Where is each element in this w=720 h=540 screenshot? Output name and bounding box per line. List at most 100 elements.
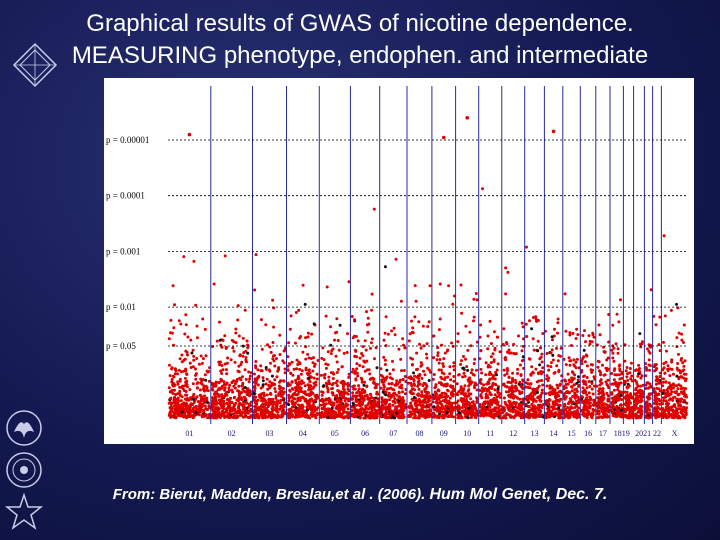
- data-point: [436, 351, 440, 355]
- data-point: [607, 404, 611, 408]
- data-point: [173, 395, 177, 399]
- data-point: [648, 368, 651, 372]
- data-point: [507, 399, 511, 403]
- data-point: [444, 404, 448, 408]
- data-point: [353, 372, 357, 375]
- data-point: [300, 369, 304, 373]
- data-point: [225, 393, 229, 397]
- data-point: [495, 368, 499, 372]
- data-point: [353, 387, 357, 391]
- data-point: [393, 416, 397, 420]
- data-point: [507, 380, 511, 384]
- data-point: [617, 320, 621, 324]
- data-point: [359, 400, 363, 404]
- data-point: [616, 351, 620, 355]
- data-point: [170, 407, 174, 411]
- data-point: [681, 386, 685, 390]
- data-point: [575, 416, 579, 420]
- data-point: [591, 363, 594, 367]
- data-point: [667, 386, 670, 390]
- data-point: [194, 377, 198, 381]
- data-point: [563, 402, 567, 406]
- data-point: [663, 314, 667, 318]
- data-point: [210, 383, 214, 387]
- data-point: [257, 406, 261, 410]
- data-point: [674, 414, 678, 418]
- data-point: [211, 398, 215, 402]
- data-point: [505, 342, 509, 346]
- data-point: [607, 408, 610, 412]
- data-point: [547, 368, 551, 372]
- data-point: [243, 368, 247, 372]
- data-point: [682, 341, 685, 344]
- data-point: [519, 408, 523, 412]
- data-point: [390, 329, 394, 333]
- data-point: [241, 405, 245, 409]
- data-point: [673, 410, 677, 414]
- data-point: [400, 386, 404, 390]
- data-point: [220, 393, 224, 397]
- data-point: [242, 415, 245, 419]
- data-point: [241, 344, 245, 348]
- data-point: [612, 346, 616, 350]
- data-point: [277, 384, 281, 388]
- data-point: [292, 392, 296, 396]
- data-point: [337, 348, 341, 352]
- data-point: [545, 401, 549, 404]
- data-point: [507, 376, 511, 379]
- chromosome-label: 13: [531, 429, 539, 438]
- data-point: [214, 410, 218, 414]
- data-point: [346, 403, 350, 407]
- data-point: [568, 397, 572, 401]
- data-point: [541, 366, 545, 370]
- data-point: [308, 380, 312, 384]
- data-point: [435, 398, 439, 402]
- data-point: [658, 402, 662, 406]
- data-point: [456, 399, 460, 403]
- manhattan-plot: p = 0.00001 p = 0.0001 p = 0.001 p = 0.01 p …: [104, 78, 694, 444]
- data-point: [283, 371, 287, 375]
- data-point: [492, 408, 496, 412]
- data-point: [354, 398, 358, 401]
- data-point: [392, 394, 396, 398]
- hhs-eagle-icon: [6, 410, 42, 446]
- data-point: [636, 398, 640, 402]
- data-point: [623, 390, 627, 394]
- data-point: [653, 398, 657, 402]
- data-point: [362, 416, 366, 420]
- data-point: [665, 401, 669, 404]
- data-point: [295, 358, 299, 362]
- data-point: [617, 398, 621, 402]
- data-point: [290, 400, 294, 404]
- data-point: [260, 347, 264, 351]
- data-point: [190, 402, 194, 406]
- data-point: [452, 375, 456, 378]
- data-point: [680, 332, 684, 336]
- data-point: [236, 318, 240, 322]
- data-point: [633, 406, 637, 410]
- data-point: [314, 413, 318, 417]
- data-point: [177, 319, 181, 323]
- data-point: [302, 411, 306, 415]
- data-point: [563, 378, 567, 382]
- data-point: [368, 399, 372, 403]
- data-point: [635, 368, 638, 372]
- data-point: [184, 401, 188, 405]
- data-point: [417, 409, 421, 412]
- data-point: [169, 318, 173, 322]
- data-point: [234, 401, 238, 405]
- data-point: [680, 338, 684, 342]
- data-point: [281, 392, 285, 396]
- data-point: [646, 347, 649, 351]
- data-point: [180, 353, 184, 357]
- data-point: [681, 392, 685, 395]
- data-point: [422, 344, 426, 348]
- data-point: [658, 412, 662, 416]
- data-point: [298, 404, 302, 408]
- data-point: [296, 399, 300, 403]
- data-point: [330, 349, 334, 353]
- data-point: [339, 402, 343, 405]
- data-point: [597, 389, 601, 393]
- data-point: [567, 378, 571, 382]
- data-point: [447, 405, 451, 409]
